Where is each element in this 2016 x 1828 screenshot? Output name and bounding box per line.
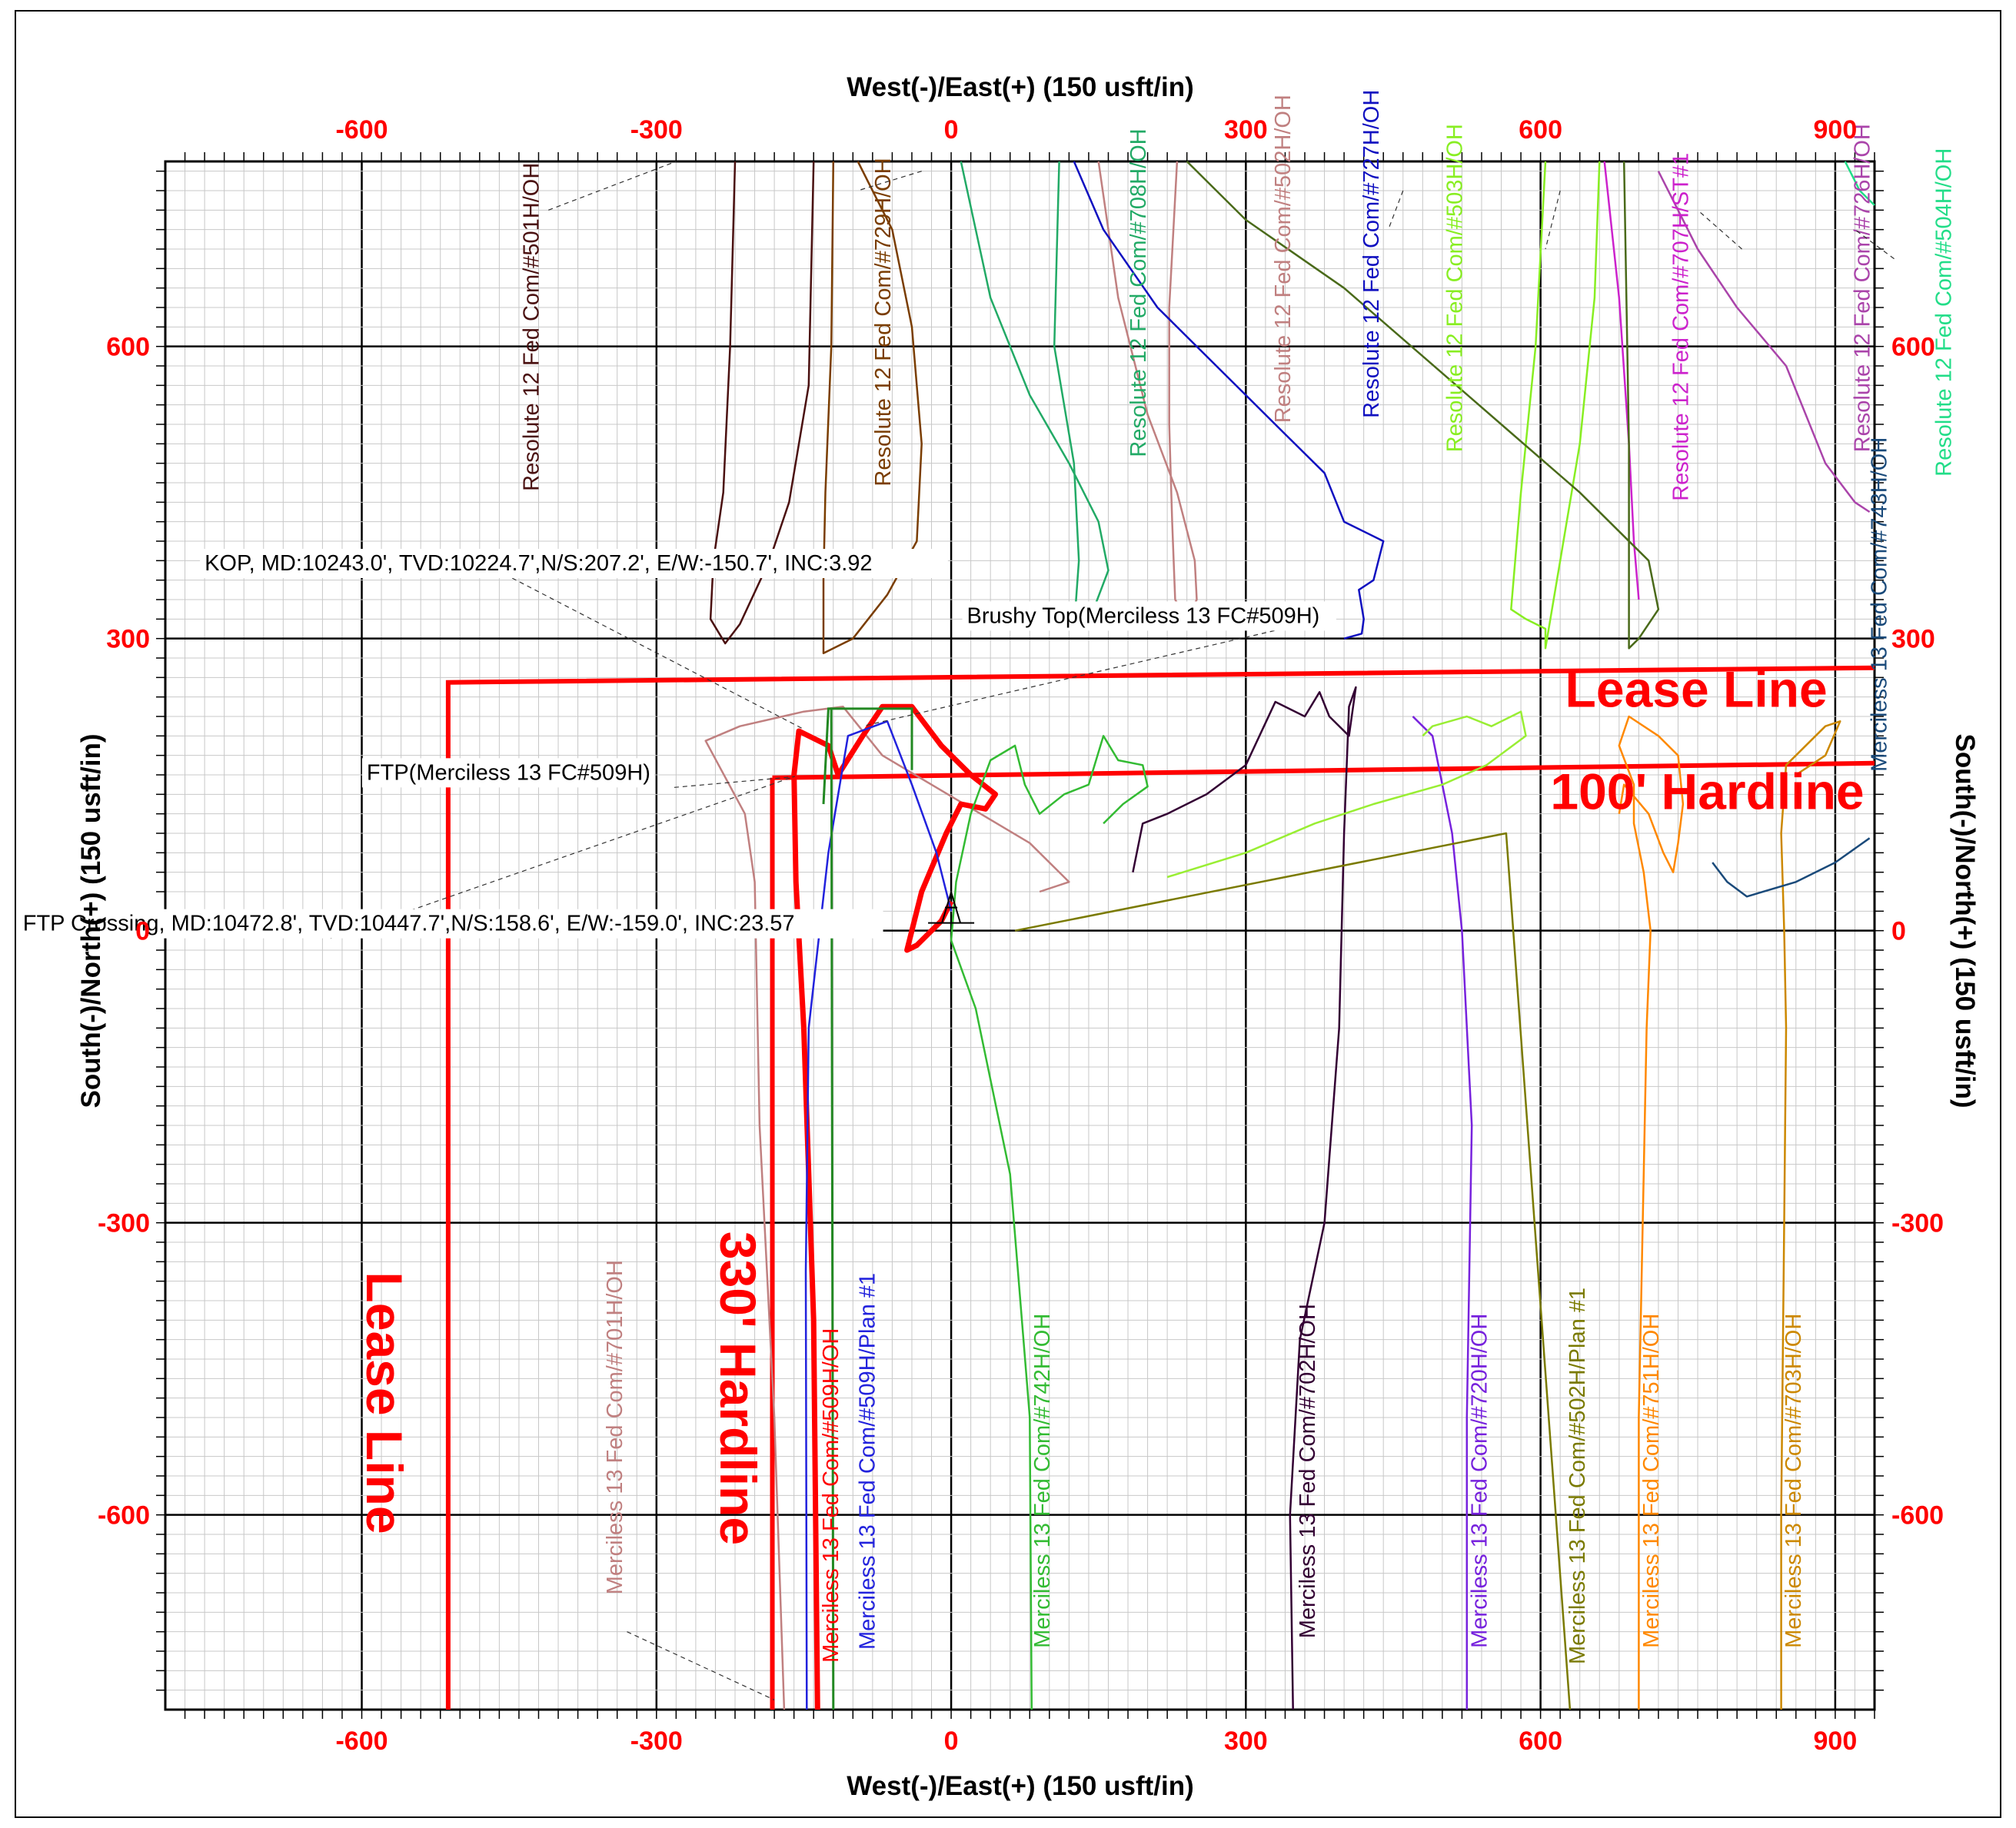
annotation-background: [18, 909, 883, 939]
y-tick-label-right: -300: [1891, 1209, 1944, 1238]
annotation-leader: [674, 776, 794, 788]
annotation-leader: [862, 630, 1275, 727]
well-path: [1712, 837, 1871, 898]
well-path: [1412, 716, 1473, 1710]
y-tick-label-left: -600: [98, 1501, 150, 1531]
annotation-text: FTP(Merciless 13 FC#509H): [367, 760, 650, 785]
y-tick-label-left: 300: [106, 625, 150, 654]
well-path: [830, 708, 835, 1710]
x-tick-label-top: 600: [1519, 115, 1562, 145]
well-label: Merciless 13 Fed Com/#702H/OH: [1296, 1304, 1320, 1638]
well-label: Merciless 13 Fed Com/#703H/OH: [1781, 1314, 1806, 1648]
boundary-label: 330' Hardline: [710, 1231, 767, 1545]
well-path: [1657, 171, 1871, 514]
well-label: Merciless 13 Fed Com/#509H/OH: [819, 1328, 843, 1663]
label-leader: [857, 171, 922, 191]
label-leader: [1697, 209, 1742, 250]
well-label: Resolute 12 Fed Com/#501H/OH: [520, 163, 544, 491]
well-label: Resolute 12 Fed Com/#707H/ST#1: [1668, 153, 1693, 501]
well-path: [822, 161, 923, 654]
well-path: [960, 161, 1109, 630]
boundary-label: Lease Line: [1565, 660, 1828, 717]
well-label: Merciless 13 Fed Com/#742H/OH: [1030, 1314, 1055, 1648]
boundary-line: [772, 760, 1875, 780]
annotation-leader: [511, 577, 803, 730]
annotation-background: [962, 601, 1336, 631]
well-label: Resolute 12 Fed Com/#502H/OH: [1271, 95, 1296, 423]
y-tick-label-right: 600: [1891, 333, 1935, 362]
y-tick-label-right: 300: [1891, 625, 1935, 654]
well-path: [1166, 710, 1527, 879]
well-label: Resolute 12 Fed Com/#504H/OH: [1932, 148, 1957, 477]
boundary-label: 100' Hardline: [1550, 763, 1864, 819]
well-label: Merciless 13 Fed Com/#502H/Plan #1: [1565, 1288, 1590, 1664]
label-leader: [1388, 190, 1404, 230]
well-label: Resolute 12 Fed Com/#729H/OH: [871, 158, 896, 486]
well-label: Resolute 12 Fed Com/#726H/OH: [1851, 124, 1875, 452]
x-tick-label-top: 900: [1814, 115, 1858, 145]
x-tick-label-bottom: 300: [1224, 1727, 1268, 1756]
well-path: [791, 703, 999, 1710]
boundary-label: Lease Line: [356, 1271, 413, 1534]
y-tick-label-left: 600: [106, 333, 150, 362]
annotation-text: KOP, MD:10243.0', TVD:10224.7',N/S:207.2…: [205, 551, 872, 576]
well-label: Merciless 13 Fed Com/#720H/OH: [1467, 1314, 1492, 1648]
annotation-leader: [330, 776, 796, 939]
label-leader: [627, 1631, 775, 1700]
well-path: [1186, 161, 1660, 650]
x-tick-label-bottom: 600: [1519, 1727, 1562, 1756]
x-tick-label-bottom: -300: [630, 1727, 683, 1756]
well-label: Merciless 13 Fed Com/#751H/OH: [1639, 1314, 1664, 1648]
annotation-text: Brushy Top(Merciless 13 FC#509H): [967, 603, 1320, 628]
plan-target-box: [822, 707, 913, 805]
well-surface-location-icon: [928, 889, 975, 924]
label-leader: [1545, 190, 1561, 250]
x-tick-label-top: 300: [1224, 115, 1268, 145]
x-tick-label-bottom: 900: [1814, 1727, 1858, 1756]
well-label: Merciless 13 Fed Com/#701H/OH: [603, 1260, 627, 1594]
well-path: [1844, 161, 1875, 206]
well-path: [950, 735, 1149, 1710]
well-label: Merciless 13 Fed Com/#743H/OH: [1867, 437, 1891, 772]
well-label: Resolute 12 Fed Com/#727H/OH: [1359, 90, 1384, 418]
x-tick-label-bottom: 0: [944, 1727, 959, 1756]
well-path: [804, 720, 953, 1710]
x-axis-title-top: West(-)/East(+) (150 usft/in): [847, 72, 1194, 102]
well-path: [1132, 686, 1357, 1710]
x-tick-label-top: -600: [335, 115, 388, 145]
x-tick-label-bottom: -600: [335, 1727, 388, 1756]
y-axis-title-right: South(-)/North(+) (150 usft/in): [1950, 733, 1980, 1108]
well-path: [1073, 161, 1385, 640]
rig-derrick: [941, 889, 962, 923]
y-tick-label-right: 0: [1891, 917, 1906, 946]
well-path: [1780, 720, 1841, 1710]
well-path: [1510, 161, 1601, 650]
x-tick-label-top: 0: [944, 115, 959, 145]
y-tick-label-right: -600: [1891, 1501, 1944, 1531]
well-label: Resolute 12 Fed Com/#503H/OH: [1442, 124, 1467, 452]
well-label: Resolute 12 Fed Com/#708H/OH: [1126, 128, 1151, 457]
well-path: [1014, 832, 1572, 1710]
well-path: [704, 706, 1070, 1710]
x-tick-label-top: -300: [630, 115, 683, 145]
y-axis-title-left: South(-)/North(+) (150 usft/in): [76, 733, 106, 1108]
well-path: [1618, 715, 1685, 1710]
annotation-background: [200, 549, 948, 578]
annotation-text: FTP Crossing, MD:10472.8', TVD:10447.7',…: [23, 912, 795, 936]
y-tick-label-left: -300: [98, 1209, 150, 1238]
well-path: [709, 161, 815, 645]
label-leader: [548, 161, 677, 211]
well-label: Merciless 13 Fed Com/#509H/Plan #1: [855, 1273, 880, 1650]
y-tick-label-left: 0: [135, 917, 150, 946]
boundary-line: [445, 665, 1875, 1710]
annotation-background: [361, 758, 654, 788]
x-axis-title-bottom: West(-)/East(+) (150 usft/in): [847, 1771, 1194, 1801]
